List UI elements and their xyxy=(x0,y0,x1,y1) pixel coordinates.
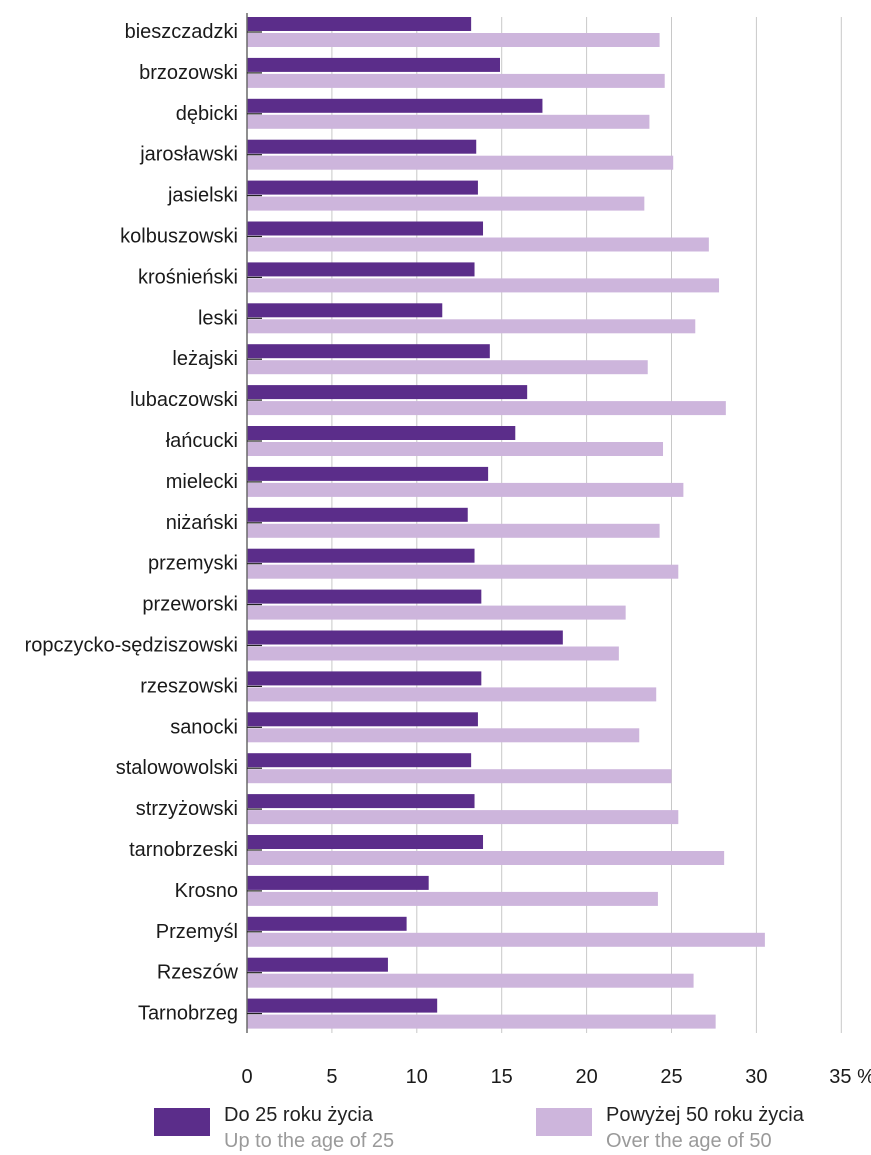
bar-under-25 xyxy=(247,835,484,849)
bar-over-50 xyxy=(247,932,765,947)
category-label: łańcucki xyxy=(166,430,238,452)
bar-over-50 xyxy=(247,605,626,620)
category-label: jasielski xyxy=(167,185,238,207)
category-label: Tarnobrzeg xyxy=(138,1003,238,1025)
bar-over-50 xyxy=(247,1014,716,1029)
bar-under-25 xyxy=(247,589,482,604)
category-label: leski xyxy=(198,307,238,329)
category-label: sanocki xyxy=(170,716,238,738)
x-tick-label: 10 xyxy=(406,1066,428,1088)
bar-under-25 xyxy=(247,507,468,522)
category-label: przemyski xyxy=(148,553,238,575)
x-tick-label: 5 xyxy=(326,1066,337,1088)
bar-under-25 xyxy=(247,17,472,31)
bar-over-50 xyxy=(247,810,679,825)
category-label: tarnobrzeski xyxy=(129,839,238,861)
bar-under-25 xyxy=(247,98,543,113)
category-label: Przemyśl xyxy=(156,921,238,943)
bar-over-50 xyxy=(247,278,720,293)
bar-over-50 xyxy=(247,564,679,579)
legend-swatch-under-25 xyxy=(154,1108,210,1136)
bar-over-50 xyxy=(247,155,674,170)
bar-under-25 xyxy=(247,344,490,359)
category-label: ropczycko-sędziszowski xyxy=(25,635,238,657)
category-label: bieszczadzki xyxy=(125,21,238,43)
bar-under-25 xyxy=(247,875,429,890)
bar-over-50 xyxy=(247,33,660,47)
category-label: lubaczowski xyxy=(130,389,238,411)
category-label: kolbuszowski xyxy=(120,226,238,248)
bar-over-50 xyxy=(247,196,645,211)
bar-under-25 xyxy=(247,916,407,931)
bar-over-50 xyxy=(247,73,665,88)
bar-over-50 xyxy=(247,523,660,538)
legend-label-over-50: Powyżej 50 roku życia xyxy=(606,1104,804,1126)
bar-over-50 xyxy=(247,401,726,416)
category-label: stalowowolski xyxy=(116,757,238,779)
category-label: Rzeszów xyxy=(157,962,239,984)
x-tick-label: 25 xyxy=(660,1066,682,1088)
category-label: krośnieński xyxy=(138,266,238,288)
x-tick-label: 35 % xyxy=(829,1066,871,1088)
bar-over-50 xyxy=(247,319,696,334)
category-label: Krosno xyxy=(175,880,238,902)
category-label: niżański xyxy=(166,512,238,534)
bar-under-25 xyxy=(247,671,482,686)
bar-over-50 xyxy=(247,728,640,743)
bar-under-25 xyxy=(247,712,478,727)
category-label: leżajski xyxy=(172,348,238,370)
x-tick-label: 30 xyxy=(745,1066,767,1088)
category-label: rzeszowski xyxy=(140,675,238,697)
category-label: dębicki xyxy=(176,103,238,125)
bar-under-25 xyxy=(247,221,484,236)
bar-under-25 xyxy=(247,630,563,645)
x-tick-label: 0 xyxy=(241,1066,252,1088)
bar-under-25 xyxy=(247,57,501,72)
category-label: przeworski xyxy=(142,594,238,616)
bar-under-25 xyxy=(247,303,443,318)
category-label: mielecki xyxy=(166,471,238,493)
bar-over-50 xyxy=(247,646,619,661)
bar-under-25 xyxy=(247,753,472,768)
bar-over-50 xyxy=(247,442,664,456)
legend-sublabel-under-25: Up to the age of 25 xyxy=(224,1130,395,1152)
legend-swatch-over-50 xyxy=(536,1108,592,1136)
bar-chart: bieszczadzki brzozowski dębicki jarosławski… xyxy=(25,13,871,1088)
bar-over-50 xyxy=(247,973,694,988)
category-label: strzyżowski xyxy=(136,798,238,820)
legend-label-under-25: Do 25 roku życia xyxy=(224,1104,373,1126)
bar-under-25 xyxy=(247,548,475,563)
bar-over-50 xyxy=(247,237,709,252)
x-tick-label: 20 xyxy=(575,1066,597,1088)
bar-over-50 xyxy=(247,360,648,375)
bar-over-50 xyxy=(247,114,650,129)
bar-under-25 xyxy=(247,466,489,481)
bar-under-25 xyxy=(247,957,388,972)
bar-under-25 xyxy=(247,139,477,154)
category-label: jarosławski xyxy=(139,144,238,166)
legend-sublabel-over-50: Over the age of 50 xyxy=(606,1130,772,1152)
category-label: brzozowski xyxy=(139,62,238,84)
bar-under-25 xyxy=(247,426,516,440)
bar-over-50 xyxy=(247,851,725,865)
bar-under-25 xyxy=(247,262,475,277)
bar-under-25 xyxy=(247,180,478,195)
bar-over-50 xyxy=(247,482,684,497)
bar-under-25 xyxy=(247,385,528,400)
bar-under-25 xyxy=(247,794,475,809)
bar-over-50 xyxy=(247,891,658,906)
bar-over-50 xyxy=(247,769,672,784)
bar-over-50 xyxy=(247,687,657,702)
x-tick-label: 15 xyxy=(491,1066,513,1088)
bar-under-25 xyxy=(247,998,438,1013)
